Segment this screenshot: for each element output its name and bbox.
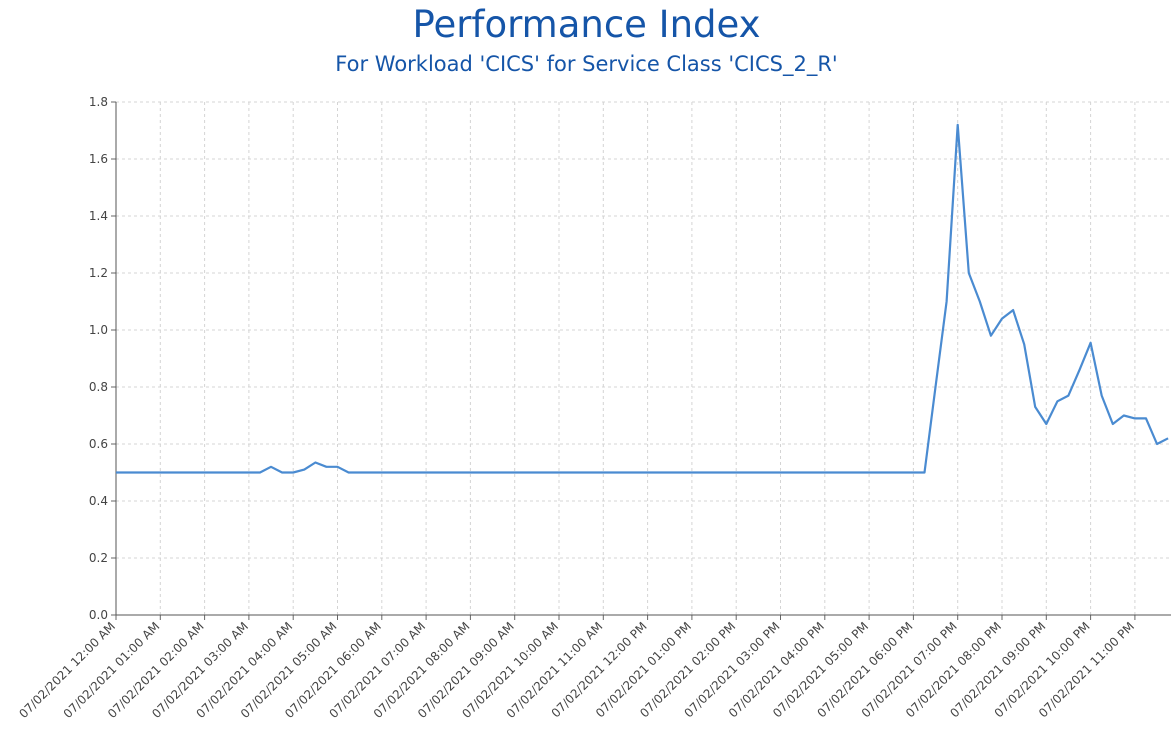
grid — [116, 101, 1171, 615]
y-tick-label: 0.4 — [89, 494, 108, 508]
series-layer — [116, 123, 1169, 474]
series-line — [116, 123, 1169, 474]
y-tick-label: 0.0 — [89, 608, 108, 622]
axes — [111, 101, 1171, 620]
y-tick-label: 1.8 — [89, 95, 108, 109]
y-tick-label: 0.8 — [89, 380, 108, 394]
y-tick-label: 1.6 — [89, 152, 108, 166]
y-tick-label: 1.4 — [89, 209, 108, 223]
y-tick-labels: 0.0 0.2 0.4 0.6 0.8 1.0 1.2 1.4 1.6 1.8 — [89, 95, 108, 622]
y-tick-label: 1.2 — [89, 266, 108, 280]
y-tick-label: 0.2 — [89, 551, 108, 565]
chart-title: Performance Index — [412, 3, 761, 46]
y-tick-label: 1.0 — [89, 323, 108, 337]
chart-subtitle: For Workload 'CICS' for Service Class 'C… — [335, 52, 838, 76]
y-tick-label: 0.6 — [89, 437, 108, 451]
